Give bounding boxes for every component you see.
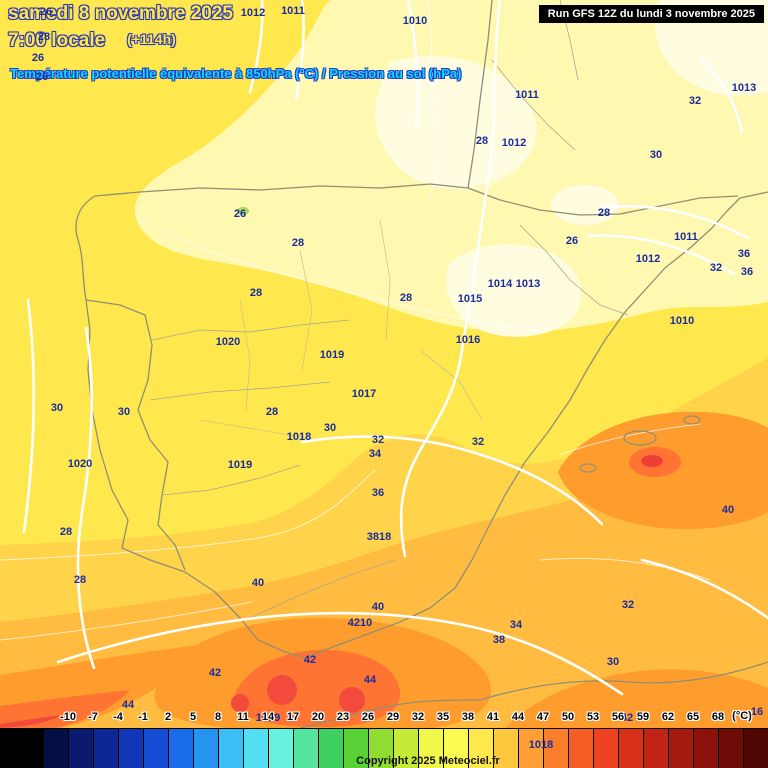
colorbar-cell [293,729,318,768]
colorbar-cell [593,729,618,768]
colorbar-cell [468,729,493,768]
colorbar-cell [243,729,268,768]
colorbar-cell [368,729,393,768]
colorbar-cell [543,729,568,768]
colorbar-cell [118,729,143,768]
colorbar-cell [143,729,168,768]
colorbar-cell [418,729,443,768]
colorbar-cell [218,729,243,768]
colorbar-cell [343,729,368,768]
date-title: samedi 8 novembre 2025 [8,3,233,24]
colorbar-cell [493,729,518,768]
time-text: 7:00 locale [8,30,106,51]
region-borders [199,219,483,441]
green-terrain-spot [237,207,249,215]
colorbar-cell [668,729,693,768]
color-scale-footer: Copyright 2025 Meteociel.fr [0,728,768,768]
colorbar-cell [443,729,468,768]
rivers [149,0,629,619]
time-title: 7:00 locale (+114h) [8,30,176,52]
copyright-text: Copyright 2025 Meteociel.fr [356,755,500,767]
theta-e-pressure-map [0,0,768,728]
colorbar-cell [643,729,668,768]
coastline-borders [75,0,768,728]
temperature-contours [0,0,711,641]
colorbar-cell [743,729,768,768]
colorbar-cell [393,729,418,768]
colorbar-cell [93,729,118,768]
colorbar-cell [318,729,343,768]
colorbar-cell [193,729,218,768]
model-run-info: Run GFS 12Z du lundi 3 novembre 2025 [538,5,764,23]
isobars [22,0,768,696]
colorbar-cell [43,729,68,768]
colorbar [43,729,768,768]
colorbar-cell [718,729,743,768]
colorbar-cell [268,729,293,768]
colorbar-cell [693,729,718,768]
forecast-offset: (+114h) [127,31,176,47]
colorbar-cell [568,729,593,768]
colorbar-cell [518,729,543,768]
map-subtitle: Température potentielle équivalente à 85… [10,66,462,81]
colorbar-cell [618,729,643,768]
temperature-field [0,0,768,728]
colorbar-cell [68,729,93,768]
colorbar-cell [168,729,193,768]
